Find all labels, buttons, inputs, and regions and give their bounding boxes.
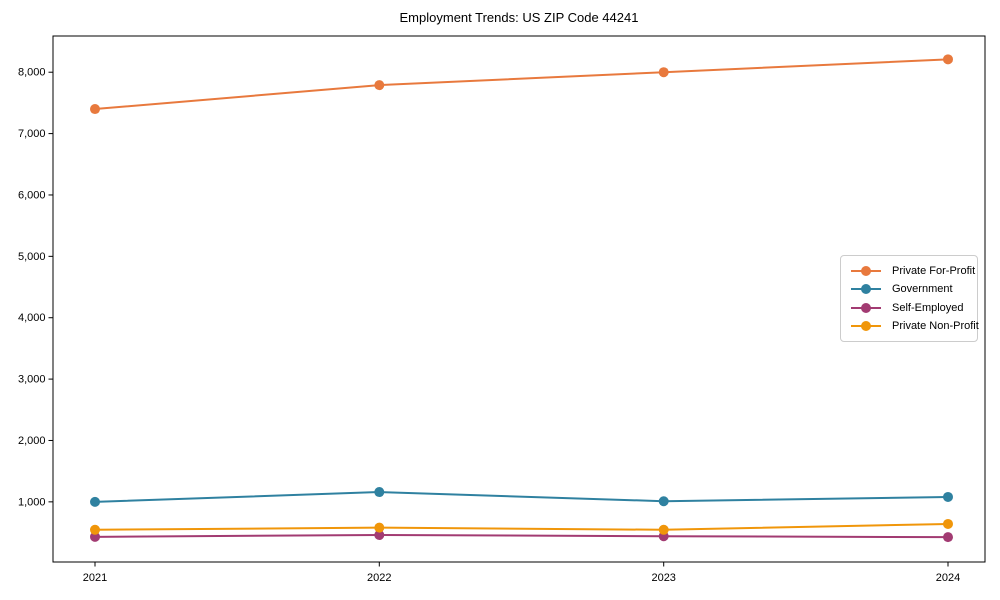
x-tick-label: 2024 — [936, 572, 960, 584]
x-tick-label: 2021 — [83, 572, 107, 584]
legend-item-self-employed: Self-Employed — [843, 299, 971, 317]
series-line-private-for-profit — [94, 58, 949, 111]
x-tick-label: 2022 — [367, 572, 391, 584]
legend-label: Private For-Profit — [892, 265, 976, 278]
data-point-marker — [374, 80, 385, 91]
y-tick-label: 5,000 — [18, 251, 46, 263]
series-line-private-non-profit — [94, 522, 949, 531]
y-tick-label: 8,000 — [18, 67, 46, 79]
data-point-marker — [90, 524, 100, 535]
y-tick-label: 6,000 — [18, 189, 46, 201]
data-point-marker — [943, 532, 953, 543]
data-point-marker — [374, 522, 385, 533]
data-point-marker — [90, 104, 100, 115]
data-point-marker — [943, 54, 953, 65]
axes-frame — [52, 35, 986, 563]
legend-label: Government — [892, 283, 953, 296]
series-line-self-employed — [94, 533, 949, 539]
x-tick-label: 2023 — [651, 572, 675, 584]
data-point-marker — [374, 529, 385, 540]
legend-item-private-non-profit: Private Non-Profit — [843, 317, 979, 335]
legend-line-marker-icon — [851, 320, 881, 331]
data-point-marker — [658, 496, 669, 507]
series-line-government — [94, 491, 949, 503]
y-tick-label: 4,000 — [18, 312, 46, 324]
data-point-marker — [658, 524, 669, 535]
legend-line-marker-icon — [851, 266, 881, 277]
legend-item-private-for-profit: Private For-Profit — [843, 262, 975, 280]
data-point-marker — [943, 518, 953, 529]
legend-item-government: Government — [843, 280, 971, 298]
y-tick-label: 7,000 — [18, 128, 46, 140]
data-point-marker — [658, 67, 669, 78]
legend-line-marker-icon — [851, 302, 881, 313]
y-tick-label: 3,000 — [18, 374, 46, 386]
data-point-marker — [374, 487, 385, 498]
y-tick-label: 1,000 — [18, 496, 46, 508]
legend-label: Private Non-Profit — [892, 319, 979, 332]
y-tick-label: 2,000 — [18, 435, 46, 447]
data-point-marker — [90, 496, 100, 507]
legend: Private For-Profit Government Self-Employe… — [840, 255, 979, 342]
legend-label: Self-Employed — [892, 301, 964, 314]
chart-title: Employment Trends: US ZIP Code 44241 — [399, 10, 639, 25]
data-point-marker — [943, 491, 953, 502]
data-point-marker — [90, 531, 100, 542]
legend-line-marker-icon — [851, 284, 881, 295]
